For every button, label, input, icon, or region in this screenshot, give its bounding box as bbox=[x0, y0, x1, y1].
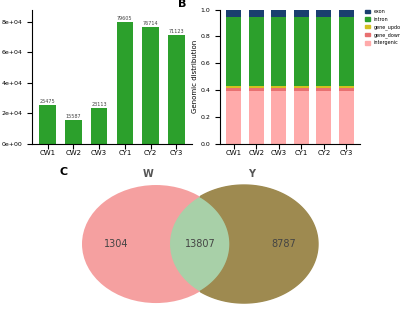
Text: Y: Y bbox=[248, 169, 256, 179]
Bar bbox=[65, 120, 82, 144]
Text: 25475: 25475 bbox=[40, 99, 56, 104]
Bar bbox=[39, 105, 56, 144]
Bar bbox=[226, 10, 241, 17]
Text: 71123: 71123 bbox=[168, 29, 184, 34]
Bar bbox=[339, 88, 354, 91]
Bar bbox=[249, 10, 264, 17]
Bar bbox=[339, 91, 354, 144]
Bar bbox=[316, 10, 331, 17]
Text: 13807: 13807 bbox=[185, 239, 215, 249]
Text: W: W bbox=[143, 169, 153, 179]
Circle shape bbox=[170, 185, 318, 303]
Text: B: B bbox=[178, 0, 186, 9]
Bar bbox=[91, 108, 108, 144]
Text: 8787: 8787 bbox=[272, 239, 296, 249]
Text: 1304: 1304 bbox=[104, 239, 128, 249]
Bar bbox=[339, 17, 354, 86]
Bar bbox=[168, 35, 185, 144]
Bar bbox=[272, 10, 286, 17]
Bar bbox=[339, 86, 354, 88]
Bar bbox=[272, 86, 286, 88]
Text: 79605: 79605 bbox=[117, 16, 133, 21]
Text: 23113: 23113 bbox=[91, 102, 107, 107]
Y-axis label: Genomic distribution: Genomic distribution bbox=[192, 40, 198, 113]
Bar bbox=[316, 91, 331, 144]
Bar bbox=[249, 88, 264, 91]
Text: 15587: 15587 bbox=[66, 114, 81, 119]
Bar bbox=[339, 10, 354, 17]
Bar bbox=[226, 91, 241, 144]
Bar bbox=[294, 17, 308, 86]
Bar bbox=[294, 88, 308, 91]
Bar bbox=[226, 88, 241, 91]
Bar bbox=[116, 22, 133, 144]
Circle shape bbox=[82, 185, 230, 303]
Polygon shape bbox=[200, 185, 318, 303]
Bar bbox=[226, 17, 241, 86]
Legend: exon, intron, gene_updo, gene_downdo, intergenic: exon, intron, gene_updo, gene_downdo, in… bbox=[365, 9, 400, 45]
Bar bbox=[226, 86, 241, 88]
Bar bbox=[316, 88, 331, 91]
Bar bbox=[294, 10, 308, 17]
Bar bbox=[294, 91, 308, 144]
Text: C: C bbox=[60, 167, 68, 177]
Bar bbox=[142, 27, 159, 144]
Bar bbox=[249, 91, 264, 144]
Bar bbox=[316, 17, 331, 86]
Bar bbox=[272, 88, 286, 91]
Bar bbox=[316, 86, 331, 88]
Bar bbox=[294, 86, 308, 88]
Text: 76714: 76714 bbox=[143, 20, 158, 26]
Bar bbox=[272, 17, 286, 86]
Bar bbox=[249, 86, 264, 88]
Bar bbox=[249, 17, 264, 86]
Bar bbox=[272, 91, 286, 144]
